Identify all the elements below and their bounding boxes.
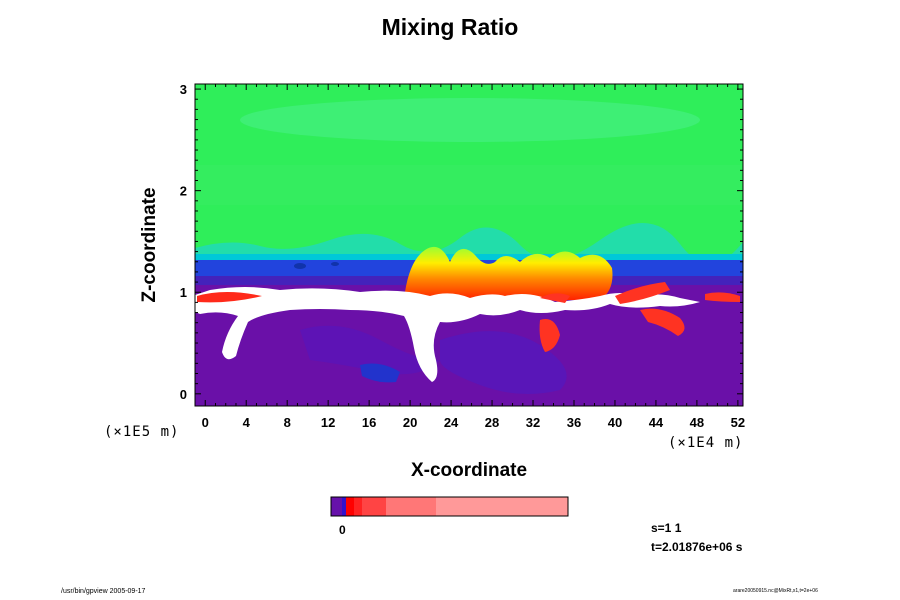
y-tick-label: 2 — [180, 184, 187, 199]
mixing-plume — [405, 246, 613, 300]
x-tick-label: 24 — [444, 415, 459, 430]
x-tick-label: 0 — [202, 415, 209, 430]
step-label: s=1 1 — [651, 521, 682, 535]
x-tick-label: 20 — [403, 415, 417, 430]
x-tick-label: 32 — [526, 415, 540, 430]
x-tick-label: 28 — [485, 415, 499, 430]
y-tick-label: 1 — [180, 285, 187, 300]
x-tick-label: 4 — [243, 415, 251, 430]
red-streak-right — [615, 282, 670, 304]
colorbar-segment — [386, 497, 436, 516]
footer-left: /usr/bin/gpview 2005-09-17 — [61, 588, 146, 595]
footer-right: arare20050915.nc@MixRt,x1,t=2e+06 — [733, 588, 818, 594]
x-tick-label: 12 — [321, 415, 335, 430]
field-layer — [195, 84, 743, 406]
x-tick-label: 36 — [567, 415, 581, 430]
x-tick-label: 48 — [690, 415, 704, 430]
cyan-transition — [195, 222, 743, 264]
chart-title: Mixing Ratio — [381, 14, 519, 40]
x-tick-label: 40 — [608, 415, 622, 430]
y-axis-label: Z-coordinate — [139, 187, 160, 303]
plot-frame — [194, 83, 744, 407]
x-tick-label: 44 — [649, 415, 664, 430]
x-tick-label: 16 — [362, 415, 376, 430]
colorbar — [330, 496, 569, 517]
time-label: t=2.01876e+06 s — [651, 540, 743, 554]
x-axis: 0 4 8 12 16 20 24 28 32 36 40 44 48 52 — [202, 84, 745, 430]
x-tick-label: 8 — [284, 415, 291, 430]
y-tick-label: 0 — [180, 387, 187, 402]
x-scale-note: (×1E4 m) — [668, 435, 744, 451]
colorbar-segment — [342, 497, 346, 516]
red-streak-left — [197, 292, 262, 303]
y-tick-label: 3 — [180, 82, 187, 97]
x-axis-label: X-coordinate — [410, 460, 528, 481]
colorbar-segment — [331, 497, 342, 516]
y-scale-note: (×1E5 m) — [104, 424, 180, 440]
colorbar-zero-label: 0 — [339, 523, 346, 537]
upper-light-band — [240, 98, 700, 142]
colorbar-segment — [362, 497, 386, 516]
colorbar-segment — [436, 497, 568, 516]
colorbar-segment — [354, 497, 362, 516]
colorbar-frame — [330, 496, 569, 517]
y-axis: 0 1 2 3 — [180, 82, 743, 402]
colorbar-segment — [346, 497, 354, 516]
x-tick-label: 52 — [731, 415, 745, 430]
red-blob — [539, 319, 560, 352]
